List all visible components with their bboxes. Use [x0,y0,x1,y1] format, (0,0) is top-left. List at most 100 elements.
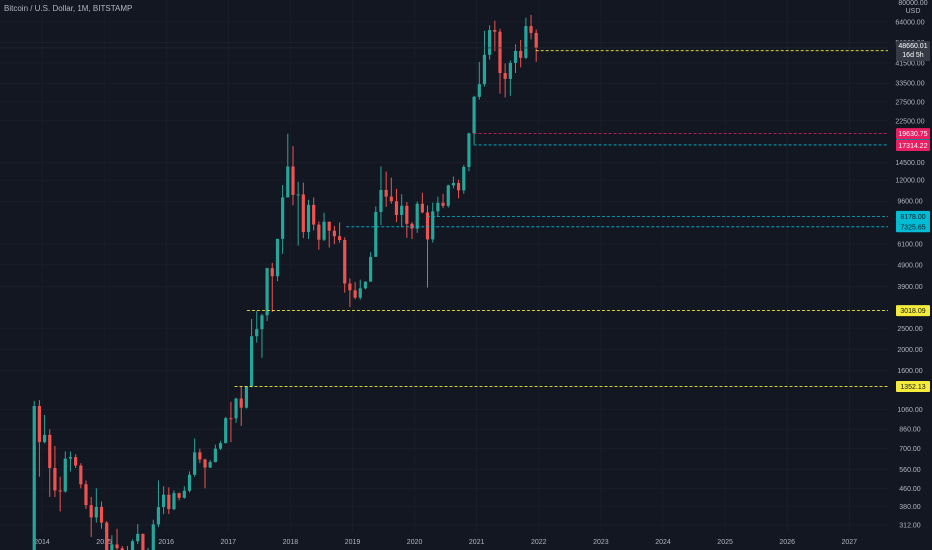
y-tick-label: 3900.00 [897,284,922,291]
candle-body [456,182,461,191]
candle-body [229,418,233,420]
level-price-label: 1352.13 [900,384,925,391]
candle-body [519,50,523,58]
candle-body [482,54,487,85]
candle-body [462,166,466,191]
y-tick-label: 22500.00 [895,118,924,125]
candle-body [193,452,197,475]
candle-body [353,290,357,298]
candle-body [534,32,538,48]
level-price-label: 7325.65 [900,224,925,231]
candle-body [37,405,41,443]
x-tick-label: 2021 [469,539,485,546]
candle-body [187,474,192,491]
candle-body [441,202,445,206]
candle-body [369,256,373,282]
candle-body [337,236,342,241]
y-tick-label: 860.00 [899,427,921,434]
level-price-label: 17314.22 [898,143,927,150]
y-tick-label: 27500.00 [895,99,924,106]
candle-body [322,221,326,240]
candle-body [120,548,124,550]
candle-body [110,544,114,550]
level-price-tag [896,380,930,392]
candle-body [89,505,93,518]
x-tick-label: 2015 [96,539,112,546]
candle-body [503,73,507,79]
candle-body [425,212,430,240]
y-tick-label: 64000.00 [895,20,924,27]
candle-body [177,493,181,498]
candle-body [332,230,336,237]
y-tick-label: 4900.00 [897,262,922,269]
candle-body [255,329,259,337]
candle-body [115,544,119,549]
candle-body [389,196,393,202]
candle-body [270,268,274,277]
level-price-tag [896,305,930,317]
current-price-tag: 48660.01 16d 5h [896,41,930,61]
candle-body [374,211,378,257]
candle-body [244,386,249,408]
currency-label-block: 80000.00 USD [898,0,928,16]
candle-body [291,166,295,195]
y-tick-label: 33500.00 [895,81,924,88]
candle-body [451,182,456,186]
candle-body [172,493,176,510]
candle-body [167,494,171,510]
candle-body [151,524,155,550]
candle-body [348,283,352,291]
candle-body [296,194,300,196]
candle-body [312,204,316,225]
y-tick-label: 2500.00 [897,326,922,333]
x-tick-label: 2019 [345,539,361,546]
candle-body [431,211,435,240]
candle-body [141,533,145,550]
candle-body [43,434,47,443]
candle-body [405,205,409,224]
candle-body [415,203,419,229]
candle-body [384,189,388,197]
candle-body [94,506,98,518]
current-price-value: 48660.01 [898,43,928,50]
candle-body [99,506,104,523]
x-tick-label: 2027 [842,539,858,546]
candle-body [286,166,290,198]
candle-body [358,288,362,298]
y-tick-label: 560.00 [899,467,921,474]
candle-body [68,457,73,459]
candle-body [327,221,331,231]
level-price-tag [896,128,930,140]
y-tick-label: 2000.00 [897,347,922,354]
candle-body [488,30,492,55]
candle-body [446,185,450,206]
candle-body [498,31,502,74]
y-tick-label: 1060.00 [897,407,922,414]
y-tick-label: 460.00 [899,486,921,493]
price-scale-top-label: 80000.00 [898,0,928,7]
y-tick-label: 312.00 [899,523,921,530]
x-tick-label: 2020 [407,539,423,546]
x-tick-label: 2014 [34,539,50,546]
symbol-title[interactable]: Bitcoin / U.S. Dollar, 1M, BITSTAMP [4,4,133,13]
candle-body [467,133,471,167]
candle-body [182,490,186,498]
candle-body [213,448,217,462]
y-tick-label: 1600.00 [897,368,922,375]
candle-body [363,281,368,289]
candle-body [84,484,88,506]
candle-body [493,30,497,32]
candle-body [265,268,269,316]
candle-body [203,459,207,468]
x-tick-label: 2026 [779,539,795,546]
x-tick-label: 2022 [531,539,547,546]
candle-body [275,238,280,277]
candle-body [317,224,321,240]
level-price-tag [896,210,930,222]
candle-body [63,458,67,492]
candle-body [58,490,62,492]
y-tick-label: 700.00 [899,446,921,453]
